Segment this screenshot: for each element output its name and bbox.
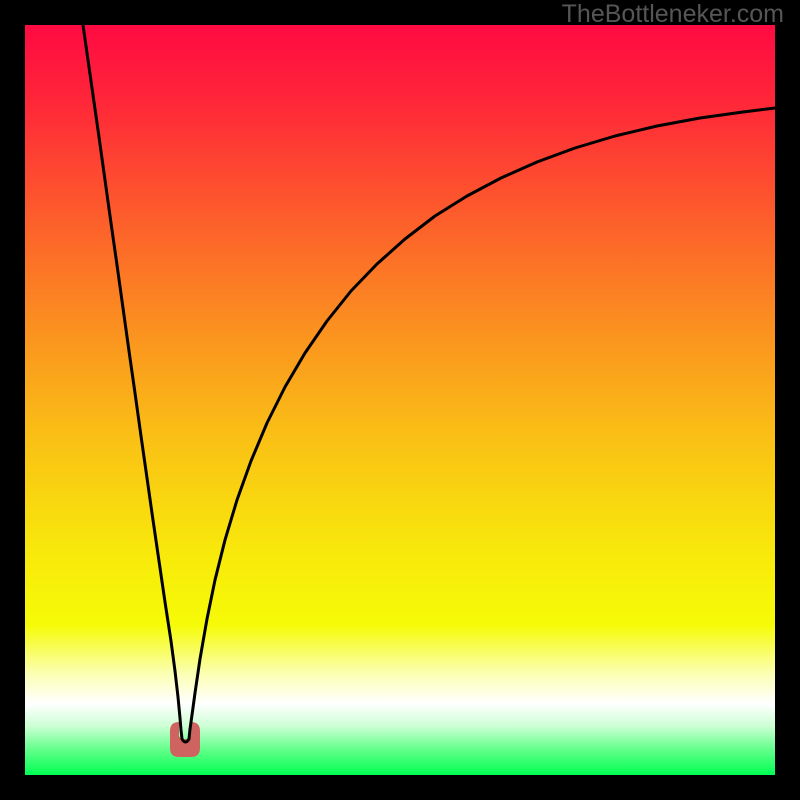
chart-container: TheBottleneker.com <box>0 0 800 800</box>
plot-area <box>25 25 775 775</box>
bottleneck-curve <box>83 25 775 742</box>
dip-marker <box>170 722 200 757</box>
plot-svg <box>25 25 775 775</box>
